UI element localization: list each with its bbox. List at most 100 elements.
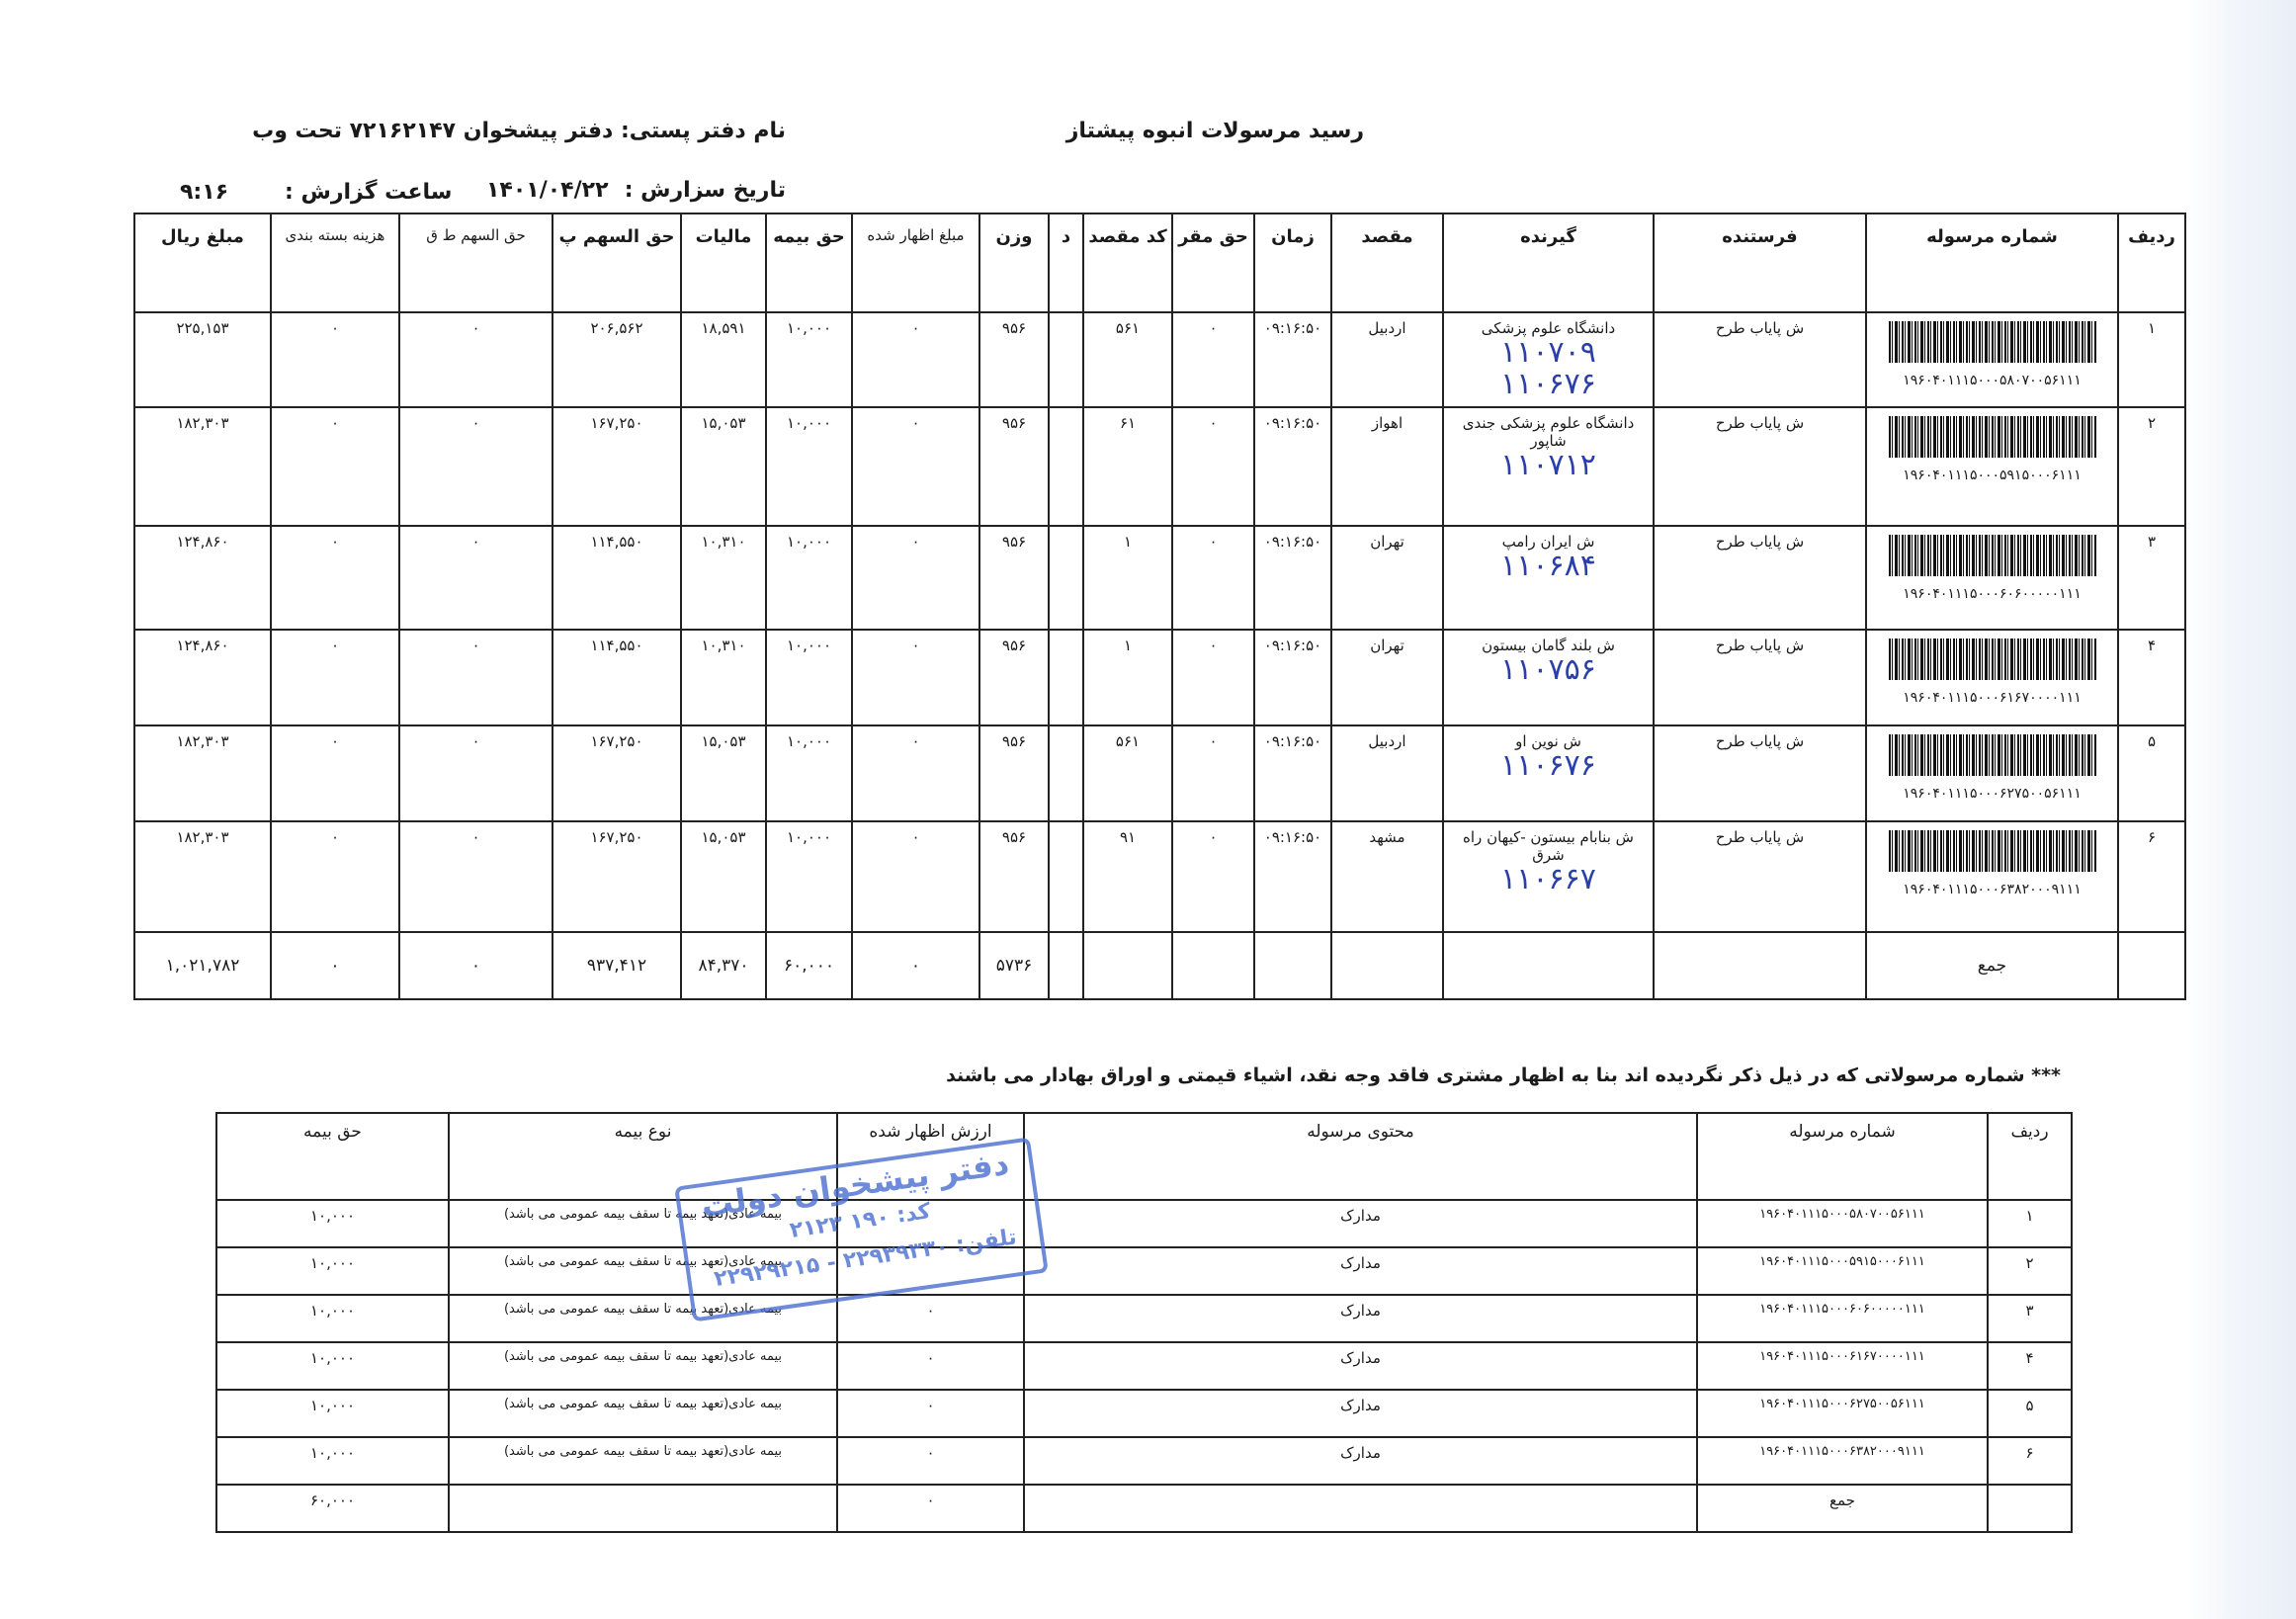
table-row: ۳ ۱۹۶۰۴۰۱۱۱۵۰۰۰۶۰۶۰۰۰۰۰۱۱۱ ش پایاب طرح ش ای… bbox=[133, 525, 2186, 631]
post-office-name: نام دفتر پستی: دفتر پیشخوان ۷۲۱۶۲۱۴۷ تحت… bbox=[252, 119, 786, 143]
destination-cell: تهران bbox=[1330, 525, 1444, 631]
destination-cell: اردبیل bbox=[1330, 311, 1444, 408]
dest-code-cell: ۶۱ bbox=[1082, 406, 1173, 527]
destination-cell: اردبیل bbox=[1330, 724, 1444, 822]
packing-cell: ۰ bbox=[270, 406, 400, 527]
parcel-number-cell: ۱۹۶۰۴۰۱۱۱۵۰۰۰۶۰۶۰۰۰۰۰۱۱۱ bbox=[1865, 525, 2119, 631]
total-sender-cell bbox=[1653, 931, 1867, 1000]
sender-cell: ش پایاب طرح bbox=[1653, 820, 1867, 933]
tax-cell: ۱۸,۵۹۱ bbox=[680, 311, 767, 408]
handwritten-number: ۱۱۰۷۵۶ bbox=[1500, 652, 1596, 687]
type-cell: بیمه عادی(تعهد بیمه تا سقف بیمه عمومی می… bbox=[448, 1341, 838, 1391]
time-cell: ۰۹:۱۶:۵۰ bbox=[1253, 311, 1332, 408]
recipient-name: ش ایران رامپ bbox=[1501, 533, 1595, 551]
declared-cell: ۰ bbox=[851, 629, 980, 726]
share-p-cell: ۱۶۷,۲۵۰ bbox=[552, 724, 682, 822]
destination-cell: اهواز bbox=[1330, 406, 1444, 527]
time-cell: ۰۹:۱۶:۵۰ bbox=[1253, 525, 1332, 631]
share-tq-cell: ۰ bbox=[398, 311, 553, 408]
recipient-cell: دانشگاه علوم پزشکی ۱۱۰۷۰۹ ۱۱۰۶۷۶ bbox=[1442, 311, 1655, 408]
row-cell: ۳ bbox=[2117, 525, 2186, 631]
packing-cell: ۰ bbox=[270, 311, 400, 408]
d-cell bbox=[1048, 629, 1084, 726]
column-header: هزینه بسته بندی bbox=[270, 213, 400, 313]
parcel-number: ۱۹۶۰۴۰۱۱۱۵۰۰۰۶۳۸۲۰۰۰۹۱۱۱ bbox=[1903, 882, 2082, 897]
table-row: ۶ ۱۹۶۰۴۰۱۱۱۵۰۰۰۶۳۸۲۰۰۰۹۱۱۱ ش پایاب طرح ش بن… bbox=[133, 820, 2186, 933]
d-cell bbox=[1048, 820, 1084, 933]
amount-cell: ۱۲۴,۸۶۰ bbox=[133, 629, 272, 726]
column-header: مالیات bbox=[680, 213, 767, 313]
tax-cell: ۱۵,۰۵۳ bbox=[680, 406, 767, 527]
document-title: رسید مرسولات انبوه پیشتاز bbox=[1065, 119, 1364, 143]
declared-cell: ۰ bbox=[836, 1436, 1025, 1486]
amount-cell: ۱۲۴,۸۶۰ bbox=[133, 525, 272, 631]
recipient-name: دانشگاه علوم پزشکی bbox=[1481, 319, 1616, 337]
declared-cell bbox=[836, 1199, 1025, 1248]
haq-maqar-cell: ۰ bbox=[1171, 820, 1255, 933]
recipient-name: ش نوین او bbox=[1515, 732, 1581, 750]
table-row: ۱ ۱۹۶۰۴۰۱۱۱۵۰۰۰۵۸۰۷۰۰۵۶۱۱۱ مدارک بیمه عادی(… bbox=[215, 1199, 2073, 1248]
haq-maqar-cell: ۰ bbox=[1171, 525, 1255, 631]
table-row: ۴ ۱۹۶۰۴۰۱۱۱۵۰۰۰۶۱۶۷۰۰۰۰۱۱۱ مدارک ۰ بیمه عادی… bbox=[215, 1341, 2073, 1391]
row-cell: ۳ bbox=[1987, 1294, 2073, 1343]
parcel-no-cell: ۱۹۶۰۴۰۱۱۱۵۰۰۰۶۲۷۵۰۰۵۶۱۱۱ bbox=[1696, 1389, 1989, 1438]
row-cell: ۵ bbox=[2117, 724, 2186, 822]
column-header: مبلغ اظهار شده bbox=[851, 213, 980, 313]
insurance-cell: ۱۰,۰۰۰ bbox=[765, 311, 853, 408]
fee-cell: ۱۰,۰۰۰ bbox=[215, 1436, 450, 1486]
time-cell: ۰۹:۱۶:۵۰ bbox=[1253, 406, 1332, 527]
barcode-image bbox=[1888, 416, 2096, 458]
content-cell: مدارک bbox=[1023, 1294, 1698, 1343]
handwritten-number: ۱۱۰۶۷۶ bbox=[1500, 367, 1596, 401]
sender-cell: ش پایاب طرح bbox=[1653, 311, 1867, 408]
share-p-cell: ۱۱۴,۵۵۰ bbox=[552, 525, 682, 631]
parcel-number-cell: ۱۹۶۰۴۰۱۱۱۵۰۰۰۵۸۰۷۰۰۵۶۱۱۱ bbox=[1865, 311, 2119, 408]
insurance-table: ردیف شماره مرسوله محتوی مرسوله ارزش اظهار ش… bbox=[215, 1112, 2073, 1533]
total-time-cell bbox=[1253, 931, 1332, 1000]
recipient-cell: ش نوین او ۱۱۰۶۷۶ bbox=[1442, 724, 1655, 822]
declared-cell: ۰ bbox=[851, 820, 980, 933]
row-cell: ۶ bbox=[1987, 1436, 2073, 1486]
table-row: ۱ ۱۹۶۰۴۰۱۱۱۵۰۰۰۵۸۰۷۰۰۵۶۱۱۱ ش پایاب طرح دانش… bbox=[133, 311, 2186, 408]
table-row: ۲ ۱۹۶۰۴۰۱۱۱۵۰۰۰۵۹۱۵۰۰۰۶۱۱۱ مدارک بیمه عادی(… bbox=[215, 1246, 2073, 1296]
packing-cell: ۰ bbox=[270, 629, 400, 726]
scan-edge bbox=[2187, 0, 2296, 1619]
parcel-number-cell: ۱۹۶۰۴۰۱۱۱۵۰۰۰۵۹۱۵۰۰۰۶۱۱۱ bbox=[1865, 406, 2119, 527]
destination-cell: تهران bbox=[1330, 629, 1444, 726]
parcels-table: ردیف شماره مرسوله فرستنده گیرنده مقصد زمان حق … bbox=[133, 213, 2186, 1000]
barcode-image bbox=[1888, 321, 2096, 363]
column-header: حق بیمه bbox=[215, 1112, 450, 1201]
weight-cell: ۹۵۶ bbox=[978, 406, 1050, 527]
fee-cell: ۱۰,۰۰۰ bbox=[215, 1199, 450, 1248]
table-row: ۶ ۱۹۶۰۴۰۱۱۱۵۰۰۰۶۳۸۲۰۰۰۹۱۱۱ مدارک ۰ بیمه عادی… bbox=[215, 1436, 2073, 1486]
total-row-cell bbox=[2117, 931, 2186, 1000]
row-cell: ۲ bbox=[1987, 1246, 2073, 1296]
weight-cell: ۹۵۶ bbox=[978, 820, 1050, 933]
total-parcel-no-cell: جمع bbox=[1696, 1484, 1989, 1533]
recipient-cell: ش بنابام بیستون -کیهان راه شرق ۱۱۰۶۶۷ bbox=[1442, 820, 1655, 933]
parcel-no-cell: ۱۹۶۰۴۰۱۱۱۵۰۰۰۶۳۸۲۰۰۰۹۱۱۱ bbox=[1696, 1436, 1989, 1486]
total-share-p-cell: ۹۳۷,۴۱۲ bbox=[552, 931, 682, 1000]
insurance-cell: ۱۰,۰۰۰ bbox=[765, 629, 853, 726]
recipient-name: ش بلند گامان بیستون bbox=[1482, 637, 1615, 654]
fee-cell: ۱۰,۰۰۰ bbox=[215, 1389, 450, 1438]
handwritten-number: ۱۱۰۶۶۷ bbox=[1500, 862, 1596, 896]
total-content-cell bbox=[1023, 1484, 1698, 1533]
parcel-number: ۱۹۶۰۴۰۱۱۱۵۰۰۰۶۱۶۷۰۰۰۰۱۱۱ bbox=[1903, 690, 2082, 706]
total-dest-code-cell bbox=[1082, 931, 1173, 1000]
fee-cell: ۱۰,۰۰۰ bbox=[215, 1294, 450, 1343]
declared-cell: ۰ bbox=[836, 1294, 1025, 1343]
recipient-cell: ش ایران رامپ ۱۱۰۶۸۴ bbox=[1442, 525, 1655, 631]
parcel-number-cell: ۱۹۶۰۴۰۱۱۱۵۰۰۰۶۲۷۵۰۰۵۶۱۱۱ bbox=[1865, 724, 2119, 822]
column-header: نوع بیمه bbox=[448, 1112, 838, 1201]
content-cell: مدارک bbox=[1023, 1389, 1698, 1438]
total-weight-cell: ۵۷۳۶ bbox=[978, 931, 1050, 1000]
total-insurance-cell: ۶۰,۰۰۰ bbox=[765, 931, 853, 1000]
fee-cell: ۱۰,۰۰۰ bbox=[215, 1246, 450, 1296]
d-cell bbox=[1048, 525, 1084, 631]
total-share-tq-cell: ۰ bbox=[398, 931, 553, 1000]
weight-cell: ۹۵۶ bbox=[978, 724, 1050, 822]
share-p-cell: ۲۰۶,۵۶۲ bbox=[552, 311, 682, 408]
share-p-cell: ۱۶۷,۲۵۰ bbox=[552, 406, 682, 527]
total-declared-cell: ۰ bbox=[836, 1484, 1025, 1533]
